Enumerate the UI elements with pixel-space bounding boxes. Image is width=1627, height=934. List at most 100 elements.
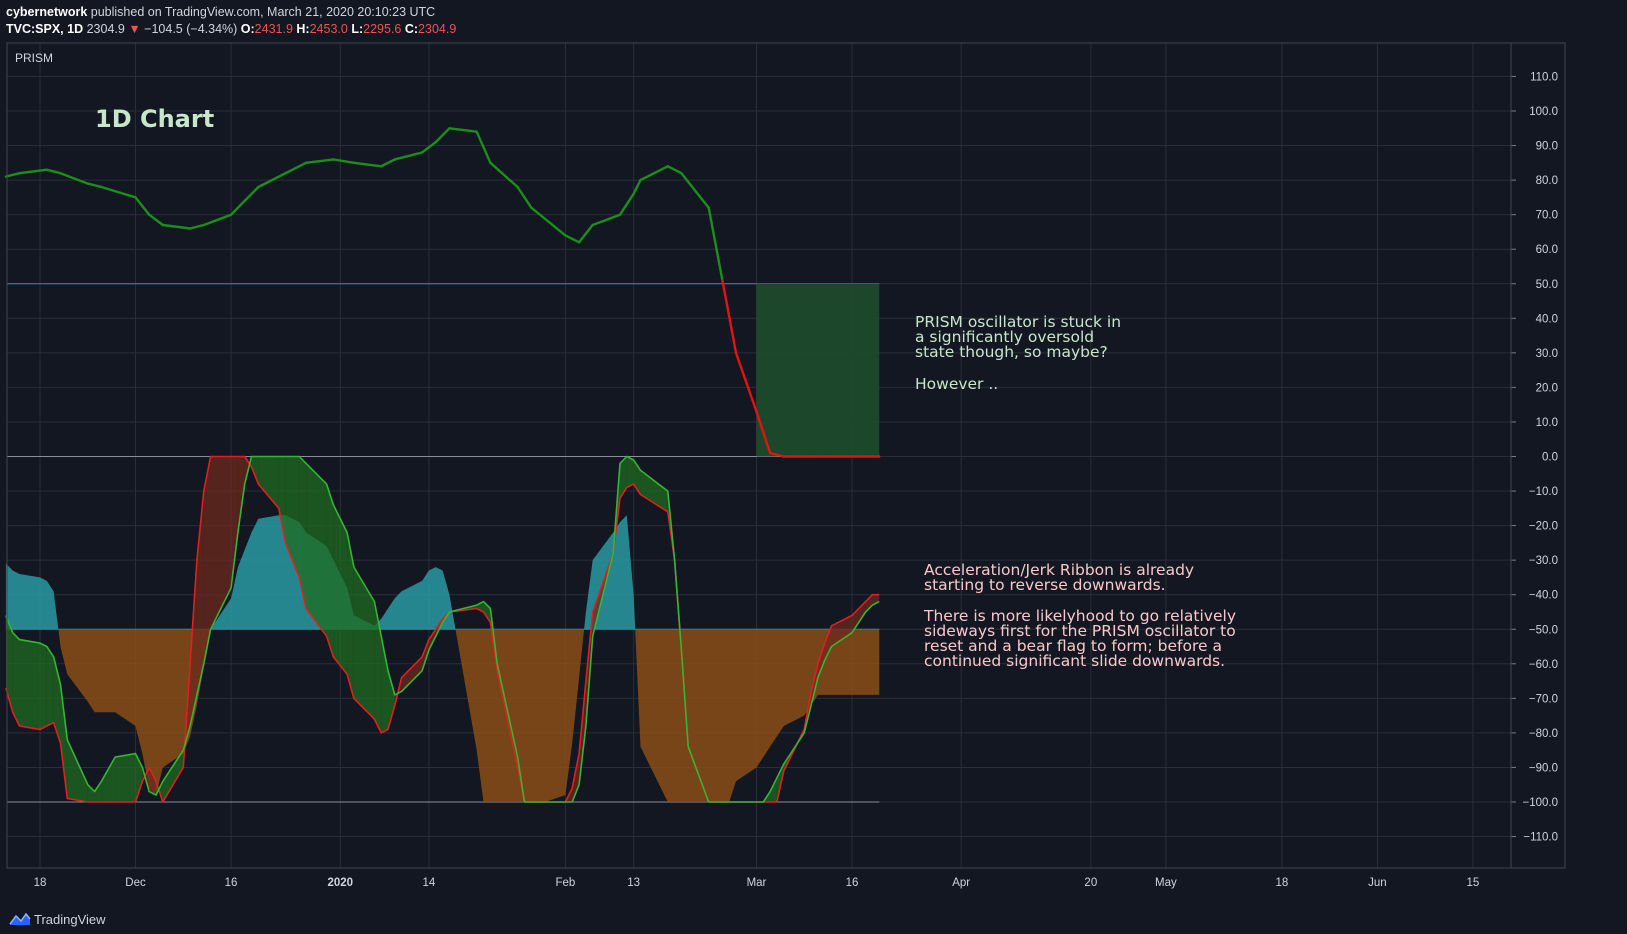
x-tick-label: 15 [1467,877,1480,889]
y-tick-label: 70.0 [1536,210,1558,222]
ribbon-band-segment [46,646,54,726]
x-tick-label: 18 [34,877,47,889]
open-value: 2431.9 [254,22,293,36]
plot-frame [6,42,1566,869]
ribbon-band-segment [67,739,88,802]
x-tick-label: 18 [1275,877,1288,889]
prism-line-segment [591,213,622,227]
x-tick-label: 16 [225,877,238,889]
prism-line-segment [489,161,519,189]
ribbon-band-segment [149,767,156,796]
ribbon-band-segment [210,456,232,630]
ribbon-band-segment [196,491,204,695]
y-tick-label: −60.0 [1529,659,1558,671]
x-tick-label: 20 [1084,877,1097,889]
ribbon-area-above [5,515,880,630]
prism-line-segment [755,410,772,455]
y-tick-label: −100.0 [1523,797,1559,809]
prism-line-segment [393,151,424,161]
prism-line-segment [721,279,738,355]
y-tick-label: −110.0 [1523,832,1558,844]
ribbon-band-segment [326,484,334,657]
ribbon-band-segment [60,684,68,799]
prism-line-segment [352,161,383,168]
ribbon-band-segment [811,663,818,706]
prism-line-segment [516,185,533,209]
low-label: L: [351,22,364,36]
annotation-ribbon-text: starting to reverse downwards. [924,576,1166,594]
prism-line-segment [229,199,246,216]
y-tick-label: −70.0 [1529,693,1558,705]
prism-line-segment [380,158,396,168]
down-arrow-icon: ▼ [128,22,141,36]
y-tick-label: −20.0 [1529,521,1558,533]
prism-line-segment [86,182,103,189]
ribbon-band-segment [381,636,388,733]
annotation-prism-text: PRISM oscillator is stuck in [915,313,1121,331]
line-layer [4,127,881,458]
y-tick-label: −40.0 [1529,590,1558,602]
low-value: 2295.6 [363,22,402,36]
y-tick-label: 110.0 [1530,71,1558,83]
ribbon-band-segment [12,632,20,726]
prism-line-segment [188,223,206,230]
ribbon-band-segment [40,643,47,730]
publish-line: cybernetwork published on TradingView.co… [6,5,435,19]
ribbon-band-segment [620,456,627,498]
prism-line-segment [147,213,165,227]
ribbon-band-segment [640,470,668,512]
prism-line-segment [202,213,233,227]
y-tick-label: 80.0 [1536,175,1558,187]
ribbon-band-segment [299,456,307,609]
ribbon-band-segment [203,456,211,664]
ribbon-area-below [5,629,880,802]
ribbon-band-segment [5,615,13,713]
annotation-ribbon-text: continued significant slide downwards. [924,652,1225,670]
prism-line-segment [18,168,48,175]
y-tick-label: 30.0 [1536,348,1558,360]
ribbon-band-segment [388,670,395,730]
prism-line-segment [618,192,635,216]
y-tick-label: 20.0 [1536,382,1558,394]
prism-line-segment [304,158,335,165]
prism-line-segment [475,130,492,165]
ribbon-band-segment [190,560,197,726]
y-tick-label: 60.0 [1536,244,1558,256]
y-tick-label: −90.0 [1529,762,1558,774]
tradingview-logo-icon[interactable] [8,911,32,927]
ribbon-band-segment [306,463,327,637]
x-tick-label: 16 [846,877,859,889]
ribbon-band-segment [162,750,184,802]
ribbon-band-segment [237,456,245,533]
author-name[interactable]: cybernetwork [6,5,88,19]
close-label: C: [404,22,419,36]
ribbon-band-segment [824,625,832,661]
ticker-symbol[interactable]: TVC:SPX, 1D [6,22,84,36]
ribbon-band-segment [770,777,777,802]
prism-line-segment [530,206,567,237]
annotation-prism-text: However .. [915,375,998,393]
ribbon-band-segment [817,643,825,678]
ribbon-band-segment [231,456,238,588]
ribbon-green-line [5,455,880,803]
ribbon-band-segment [353,567,375,720]
ribbon-band-segment [483,601,491,623]
ribbon-band-segment [626,456,634,488]
last-price: 2304.9 [86,22,125,36]
ribbon-band-segment [101,757,116,802]
y-tick-label: 0.0 [1542,452,1558,464]
prism-line-segment [707,206,724,282]
annotation-prism-text: a significantly oversold [915,328,1094,346]
y-tick-label: 10.0 [1536,417,1558,429]
publish-header: cybernetwork published on TradingView.co… [0,0,1627,42]
high-value: 2453.0 [309,22,348,36]
ribbon-band-segment [374,601,382,733]
ribbon-band-segment [94,781,102,802]
annotation-prism-text: state though, so maybe? [915,343,1108,361]
annotation-ribbon-text: reset and a bear flag to form; before a [924,637,1222,655]
footer: TradingView [0,903,1627,934]
x-tick-label: Feb [555,877,575,889]
prism-line-segment [59,171,90,185]
tradingview-brand[interactable]: TradingView [34,912,106,927]
